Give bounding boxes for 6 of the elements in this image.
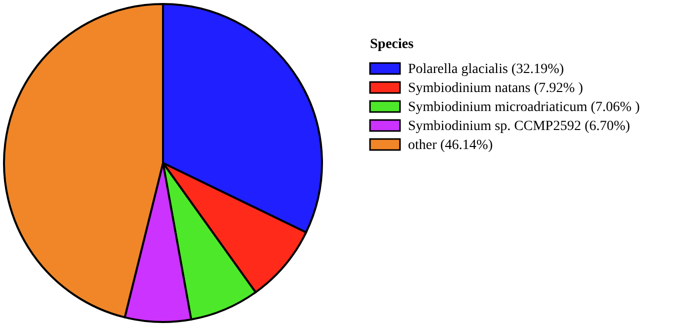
- legend-title: Species: [370, 37, 414, 52]
- legend-label: Symbiodinium sp. CCMP2592 (6.70%): [408, 118, 630, 134]
- legend-label: Symbiodinium microadriaticum (7.06% ): [408, 100, 640, 115]
- legend-label: Polarella glacialis (32.19%): [408, 62, 564, 77]
- legend-label: Symbiodinium natans (7.92% ): [408, 80, 584, 96]
- legend-label: other (46.14%): [408, 138, 494, 153]
